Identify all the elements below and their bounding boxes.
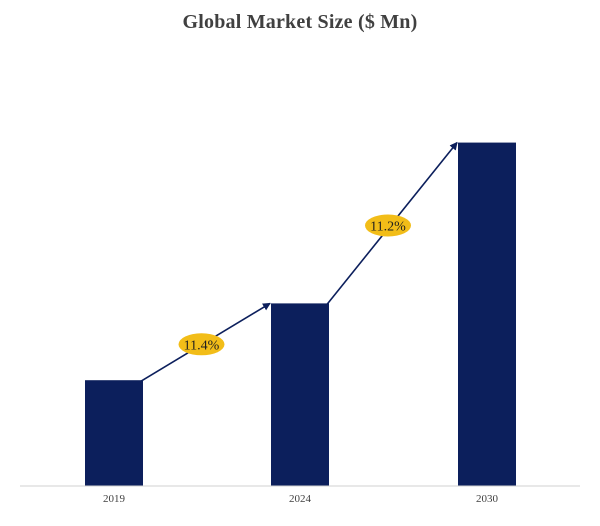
cagr-badge-2024-2030: 11.2%: [365, 214, 411, 237]
bar-2030: [458, 142, 516, 486]
bar-2024: [271, 303, 329, 486]
bar-2019: [85, 380, 143, 486]
cagr-badges: 11.4% 11.2%: [178, 214, 411, 356]
cagr-label: 11.4%: [184, 338, 220, 353]
chart-title: Global Market Size ($ Mn): [182, 11, 418, 33]
x-tick-label-2024: 2024: [289, 493, 312, 505]
cagr-badge-2019-2024: 11.4%: [178, 333, 225, 356]
cagr-badge-shape: [365, 214, 411, 237]
x-tick-label-2019: 2019: [103, 493, 126, 505]
x-tick-label-2030: 2030: [476, 493, 499, 505]
x-tick-labels: 2019 2024 2030: [103, 493, 499, 505]
cagr-label: 11.2%: [370, 219, 406, 234]
cagr-badge-shape: [178, 333, 225, 356]
bars-layer: [85, 142, 516, 486]
